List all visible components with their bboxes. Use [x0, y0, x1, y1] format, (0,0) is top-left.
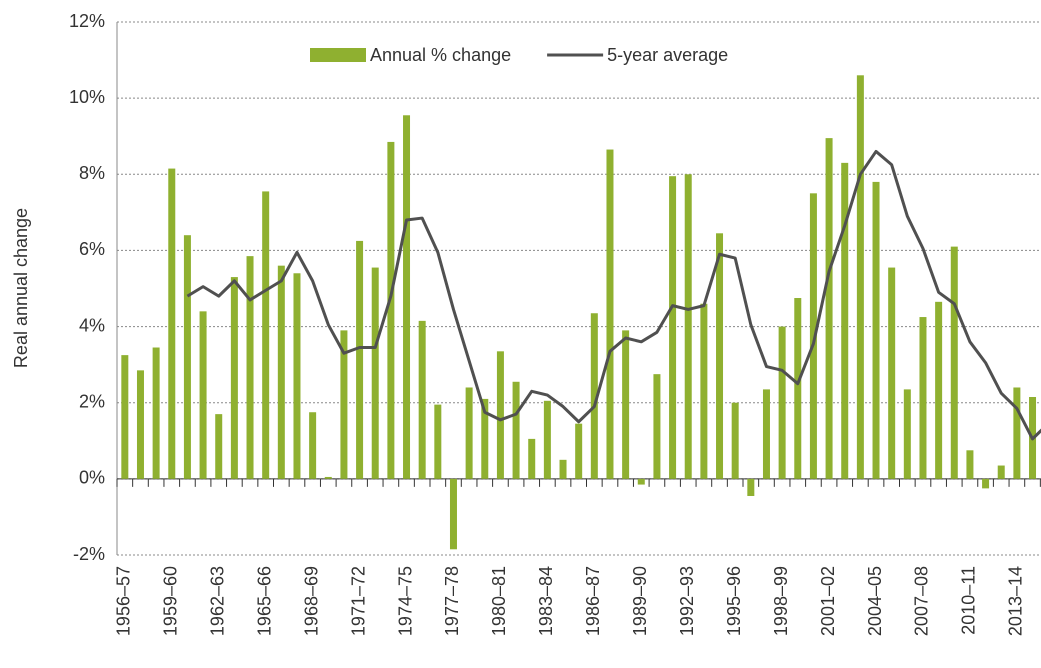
x-tick-label: 2007–08	[912, 566, 932, 636]
x-tick-label: 1995–96	[724, 566, 744, 636]
x-tick-label: 1968–69	[301, 566, 321, 636]
bar	[152, 347, 160, 479]
bar	[324, 476, 332, 479]
bar	[997, 465, 1005, 479]
bar	[731, 402, 739, 479]
bar	[434, 404, 442, 479]
x-tick-label: 1965–66	[254, 566, 274, 636]
bar	[700, 303, 708, 479]
bar	[825, 138, 833, 479]
bar	[183, 235, 191, 479]
bar	[136, 370, 144, 479]
y-tick-label: 2%	[79, 391, 105, 411]
bar	[215, 414, 223, 479]
bar	[543, 400, 551, 479]
bar	[387, 141, 395, 479]
bar	[716, 233, 724, 479]
x-tick-label: 1962–63	[207, 566, 227, 636]
bar	[371, 267, 379, 479]
bar	[309, 412, 317, 479]
x-tick-label: 2004–05	[865, 566, 885, 636]
bar	[230, 277, 238, 479]
bar	[669, 176, 677, 479]
x-tick-label: 2013–14	[1006, 566, 1026, 636]
bar	[449, 478, 457, 550]
y-tick-label: 0%	[79, 468, 105, 488]
bar	[559, 459, 567, 479]
bar	[762, 389, 770, 479]
x-tick-label: 1998–99	[771, 566, 791, 636]
bar	[637, 478, 645, 485]
y-tick-label: 10%	[69, 87, 105, 107]
x-tick-label: 1956–57	[114, 566, 134, 636]
x-tick-label: 1977–78	[442, 566, 462, 636]
x-tick-label: 1959–60	[161, 566, 181, 636]
bar	[747, 478, 755, 496]
y-tick-label: -2%	[73, 544, 105, 564]
x-tick-label: 1971–72	[348, 566, 368, 636]
bar	[528, 438, 536, 479]
bar	[919, 317, 927, 479]
bar	[246, 256, 254, 479]
bar	[418, 320, 426, 479]
y-tick-label: 12%	[69, 11, 105, 31]
x-tick-label: 2010–11	[959, 566, 979, 635]
x-tick-label: 1992–93	[677, 566, 697, 636]
bar	[856, 75, 864, 479]
bar	[168, 168, 176, 479]
bar	[684, 174, 692, 479]
bar	[982, 478, 990, 489]
x-tick-label: 1989–90	[630, 566, 650, 636]
x-tick-label: 1986–87	[583, 566, 603, 636]
x-tick-label: 2001–02	[818, 566, 838, 636]
bar	[653, 374, 661, 479]
legend-label: Annual % change	[370, 45, 511, 65]
bar	[950, 246, 958, 479]
legend-label: 5-year average	[607, 45, 728, 65]
bar	[872, 181, 880, 479]
bar	[465, 387, 473, 479]
bar	[903, 389, 911, 479]
bar	[606, 149, 614, 479]
bar	[496, 351, 504, 479]
bar	[841, 162, 849, 479]
bar	[121, 355, 129, 479]
legend-swatch	[310, 48, 366, 62]
line	[186, 149, 1041, 441]
y-tick-label: 8%	[79, 163, 105, 183]
bar	[277, 265, 285, 479]
bar	[966, 450, 974, 479]
bar	[809, 193, 817, 479]
bar	[794, 298, 802, 479]
x-tick-label: 1983–84	[536, 566, 556, 636]
bar	[340, 330, 348, 479]
bar	[262, 191, 270, 479]
bar	[590, 313, 598, 479]
x-tick-label: 1974–75	[395, 566, 415, 636]
bar	[935, 301, 943, 479]
bar	[199, 311, 207, 479]
bar	[1013, 387, 1021, 479]
y-tick-label: 6%	[79, 239, 105, 259]
bar	[575, 423, 583, 479]
bar	[622, 330, 630, 479]
bar	[403, 115, 411, 479]
bar	[356, 240, 364, 479]
y-axis-label: Real annual change	[11, 208, 31, 368]
bar	[778, 326, 786, 479]
x-tick-label: 1980–81	[489, 566, 509, 636]
bar	[293, 273, 301, 479]
y-tick-label: 4%	[79, 315, 105, 335]
bar	[512, 381, 520, 479]
bar	[481, 398, 489, 479]
bar	[888, 267, 896, 479]
